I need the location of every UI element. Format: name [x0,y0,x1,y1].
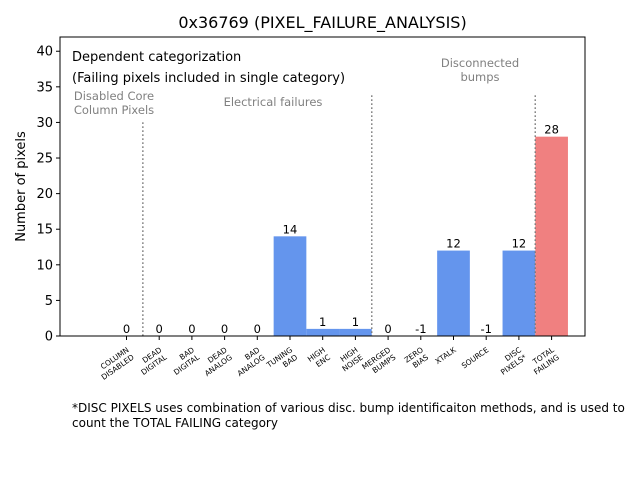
legend-line: (Failing pixels included in single categ… [72,71,345,86]
section-label: Electrical failures [224,95,323,109]
y-tick-label: 10 [36,258,53,273]
data-label: 12 [512,237,527,251]
data-label: 0 [188,322,195,336]
data-label: 0 [156,322,163,336]
bar [306,328,340,336]
y-tick-label: 40 [36,45,53,60]
data-label: 0 [254,322,261,336]
section-label: Disconnected bumps [441,56,519,84]
y-tick-label: 25 [36,152,53,167]
chart-title: 0x36769 (PIXEL_FAILURE_ANALYSIS) [178,13,466,33]
x-tick-label: TOTALFAILING [527,345,562,377]
bar [502,250,536,336]
footnote: *DISC PIXELS uses combination of various… [72,401,625,430]
x-tick-label: BADANALOG [230,345,266,378]
x-tick-label: BADDIGITAL [167,345,202,377]
y-tick-label: 20 [36,187,53,202]
y-tick-label: 15 [36,223,53,238]
y-tick-label: 30 [36,116,53,131]
bar [535,136,568,336]
data-label: 14 [283,222,298,236]
x-tick-label: HIGHNOISE [335,345,365,373]
x-tick-label: MERGEDBUMPS [360,345,397,379]
data-label: 0 [123,322,130,336]
bar [437,250,470,336]
x-tick-label: DEADANALOG [198,345,234,378]
section-label: Disabled Core Column Pixels [74,89,154,117]
data-label: 12 [446,237,461,251]
data-label: -1 [480,322,491,336]
bar [273,236,307,336]
y-tick-label: 35 [36,80,53,95]
data-label: 0 [221,322,228,336]
data-label: 0 [384,322,391,336]
y-axis-label: Number of pixels [14,131,29,242]
y-tick-label: 5 [45,294,53,309]
legend-line: Dependent categorization [72,50,241,65]
x-tick-label: HIGHENC [306,345,332,371]
x-tick-label: ZEROBIAS [403,345,431,372]
data-label: 1 [319,315,326,329]
x-tick-label: COLUMNDISABLED [94,345,136,382]
data-label: 28 [544,123,559,137]
data-label: 1 [352,315,359,329]
x-tick-label: TUNINGBAD [264,345,299,377]
y-tick-label: 0 [45,330,53,345]
x-tick-label: SOURCE [460,345,491,370]
x-tick-label: DISCPIXELS* [494,345,529,377]
data-label: -1 [415,322,426,336]
x-tick-label: DEADDIGITAL [134,345,169,377]
x-tick-label: XTALK [433,345,458,366]
bar [339,328,372,336]
